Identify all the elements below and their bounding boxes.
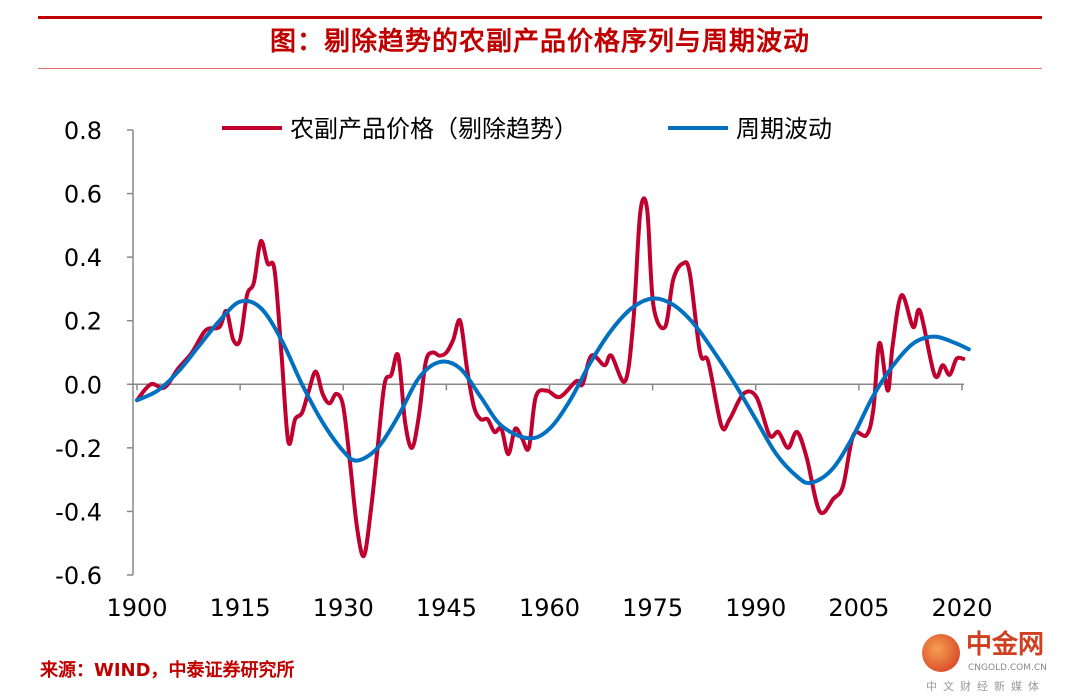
x-tick-label: 1915: [210, 594, 271, 622]
x-tick-label: 2020: [931, 594, 992, 622]
source-note: 来源：WIND，中泰证券研究所: [40, 660, 295, 681]
x-tick-label: 1975: [622, 594, 683, 622]
y-tick-label: 0.0: [64, 371, 102, 399]
y-tick-label: 0.2: [64, 308, 102, 336]
logo-sub: 中文财经新媒体: [926, 680, 1045, 693]
logo-url: CNGOLD.COM.CN: [968, 663, 1047, 673]
title-bottom-rule: [38, 68, 1042, 69]
series-line-price-detrended: [135, 196, 966, 559]
y-tick-label: -0.2: [55, 435, 102, 463]
legend: 农副产品价格（剔除趋势） 周期波动: [222, 115, 832, 143]
watermark-logo: 中金网 CNGOLD.COM.CN 中文财经新媒体: [922, 630, 1078, 696]
x-tick-label: 2005: [828, 594, 889, 622]
y-tick-label: 0.8: [64, 117, 102, 145]
x-tick-label: 1945: [416, 594, 477, 622]
legend-label-blue: 周期波动: [736, 115, 832, 143]
x-tick-label: 1990: [725, 594, 786, 622]
y-tick-label: 0.6: [64, 181, 102, 209]
legend-label-red: 农副产品价格（剔除趋势）: [290, 115, 578, 143]
series-line-cycle: [135, 296, 971, 486]
logo-name: 中金网: [966, 630, 1045, 660]
x-tick-label: 1900: [106, 594, 167, 622]
x-tick-label: 1930: [313, 594, 374, 622]
y-tick-label: -0.4: [55, 498, 102, 526]
y-tick-label: -0.6: [55, 562, 102, 590]
x-tick-label: 1960: [519, 594, 580, 622]
logo-icon: [922, 634, 960, 672]
chart-title: 图：剔除趋势的农副产品价格序列与周期波动: [269, 27, 810, 57]
y-tick-label: 0.4: [64, 244, 102, 272]
title-top-rule: [38, 16, 1042, 19]
